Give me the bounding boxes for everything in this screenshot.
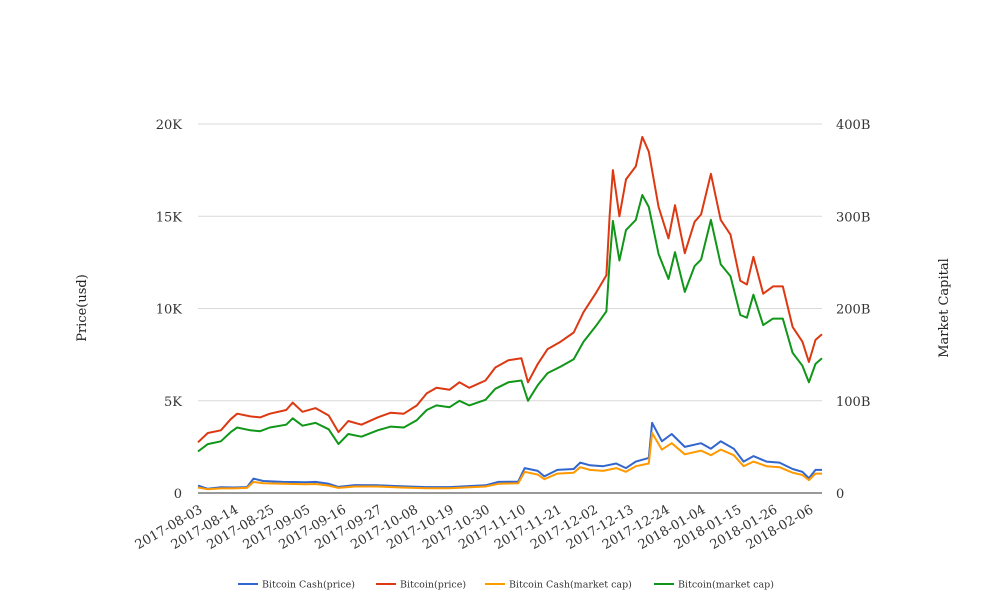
left-tick-label: 0 [174, 487, 182, 502]
series-line [197, 135, 823, 444]
series-lines [197, 135, 823, 491]
right-tick-label: 400B [836, 118, 870, 133]
legend: Bitcoin Cash(price) Bitcoin(price) Bitcoin… [238, 580, 774, 591]
legend-label: Bitcoin(market cap) [678, 580, 774, 591]
legend-label: Bitcoin Cash(price) [262, 580, 355, 591]
left-tick-label: 10K [156, 303, 183, 318]
right-axis-title: Market Capital [937, 258, 952, 358]
right-tick-label: 300B [836, 210, 870, 225]
left-tick-label: 5K [164, 395, 182, 410]
left-axis-title: Price(usd) [75, 274, 90, 342]
legend-label: Bitcoin(price) [400, 580, 466, 591]
right-axis-ticks: 0 100B 200B 300B 400B [836, 118, 870, 502]
x-axis-ticks: 2017-08-032017-08-142017-08-252017-09-05… [133, 502, 816, 552]
series-line [197, 194, 823, 453]
legend-label: Bitcoin Cash(market cap) [509, 580, 632, 591]
right-tick-label: 0 [836, 487, 844, 502]
grid-lines [198, 123, 822, 494]
right-tick-label: 200B [836, 303, 870, 318]
left-axis-ticks: 0 5K 10K 15K 20K [156, 118, 183, 502]
left-tick-label: 15K [156, 210, 183, 225]
right-tick-label: 100B [836, 395, 870, 410]
left-tick-label: 20K [156, 118, 183, 133]
series-line [197, 432, 822, 491]
series-line [197, 421, 822, 490]
